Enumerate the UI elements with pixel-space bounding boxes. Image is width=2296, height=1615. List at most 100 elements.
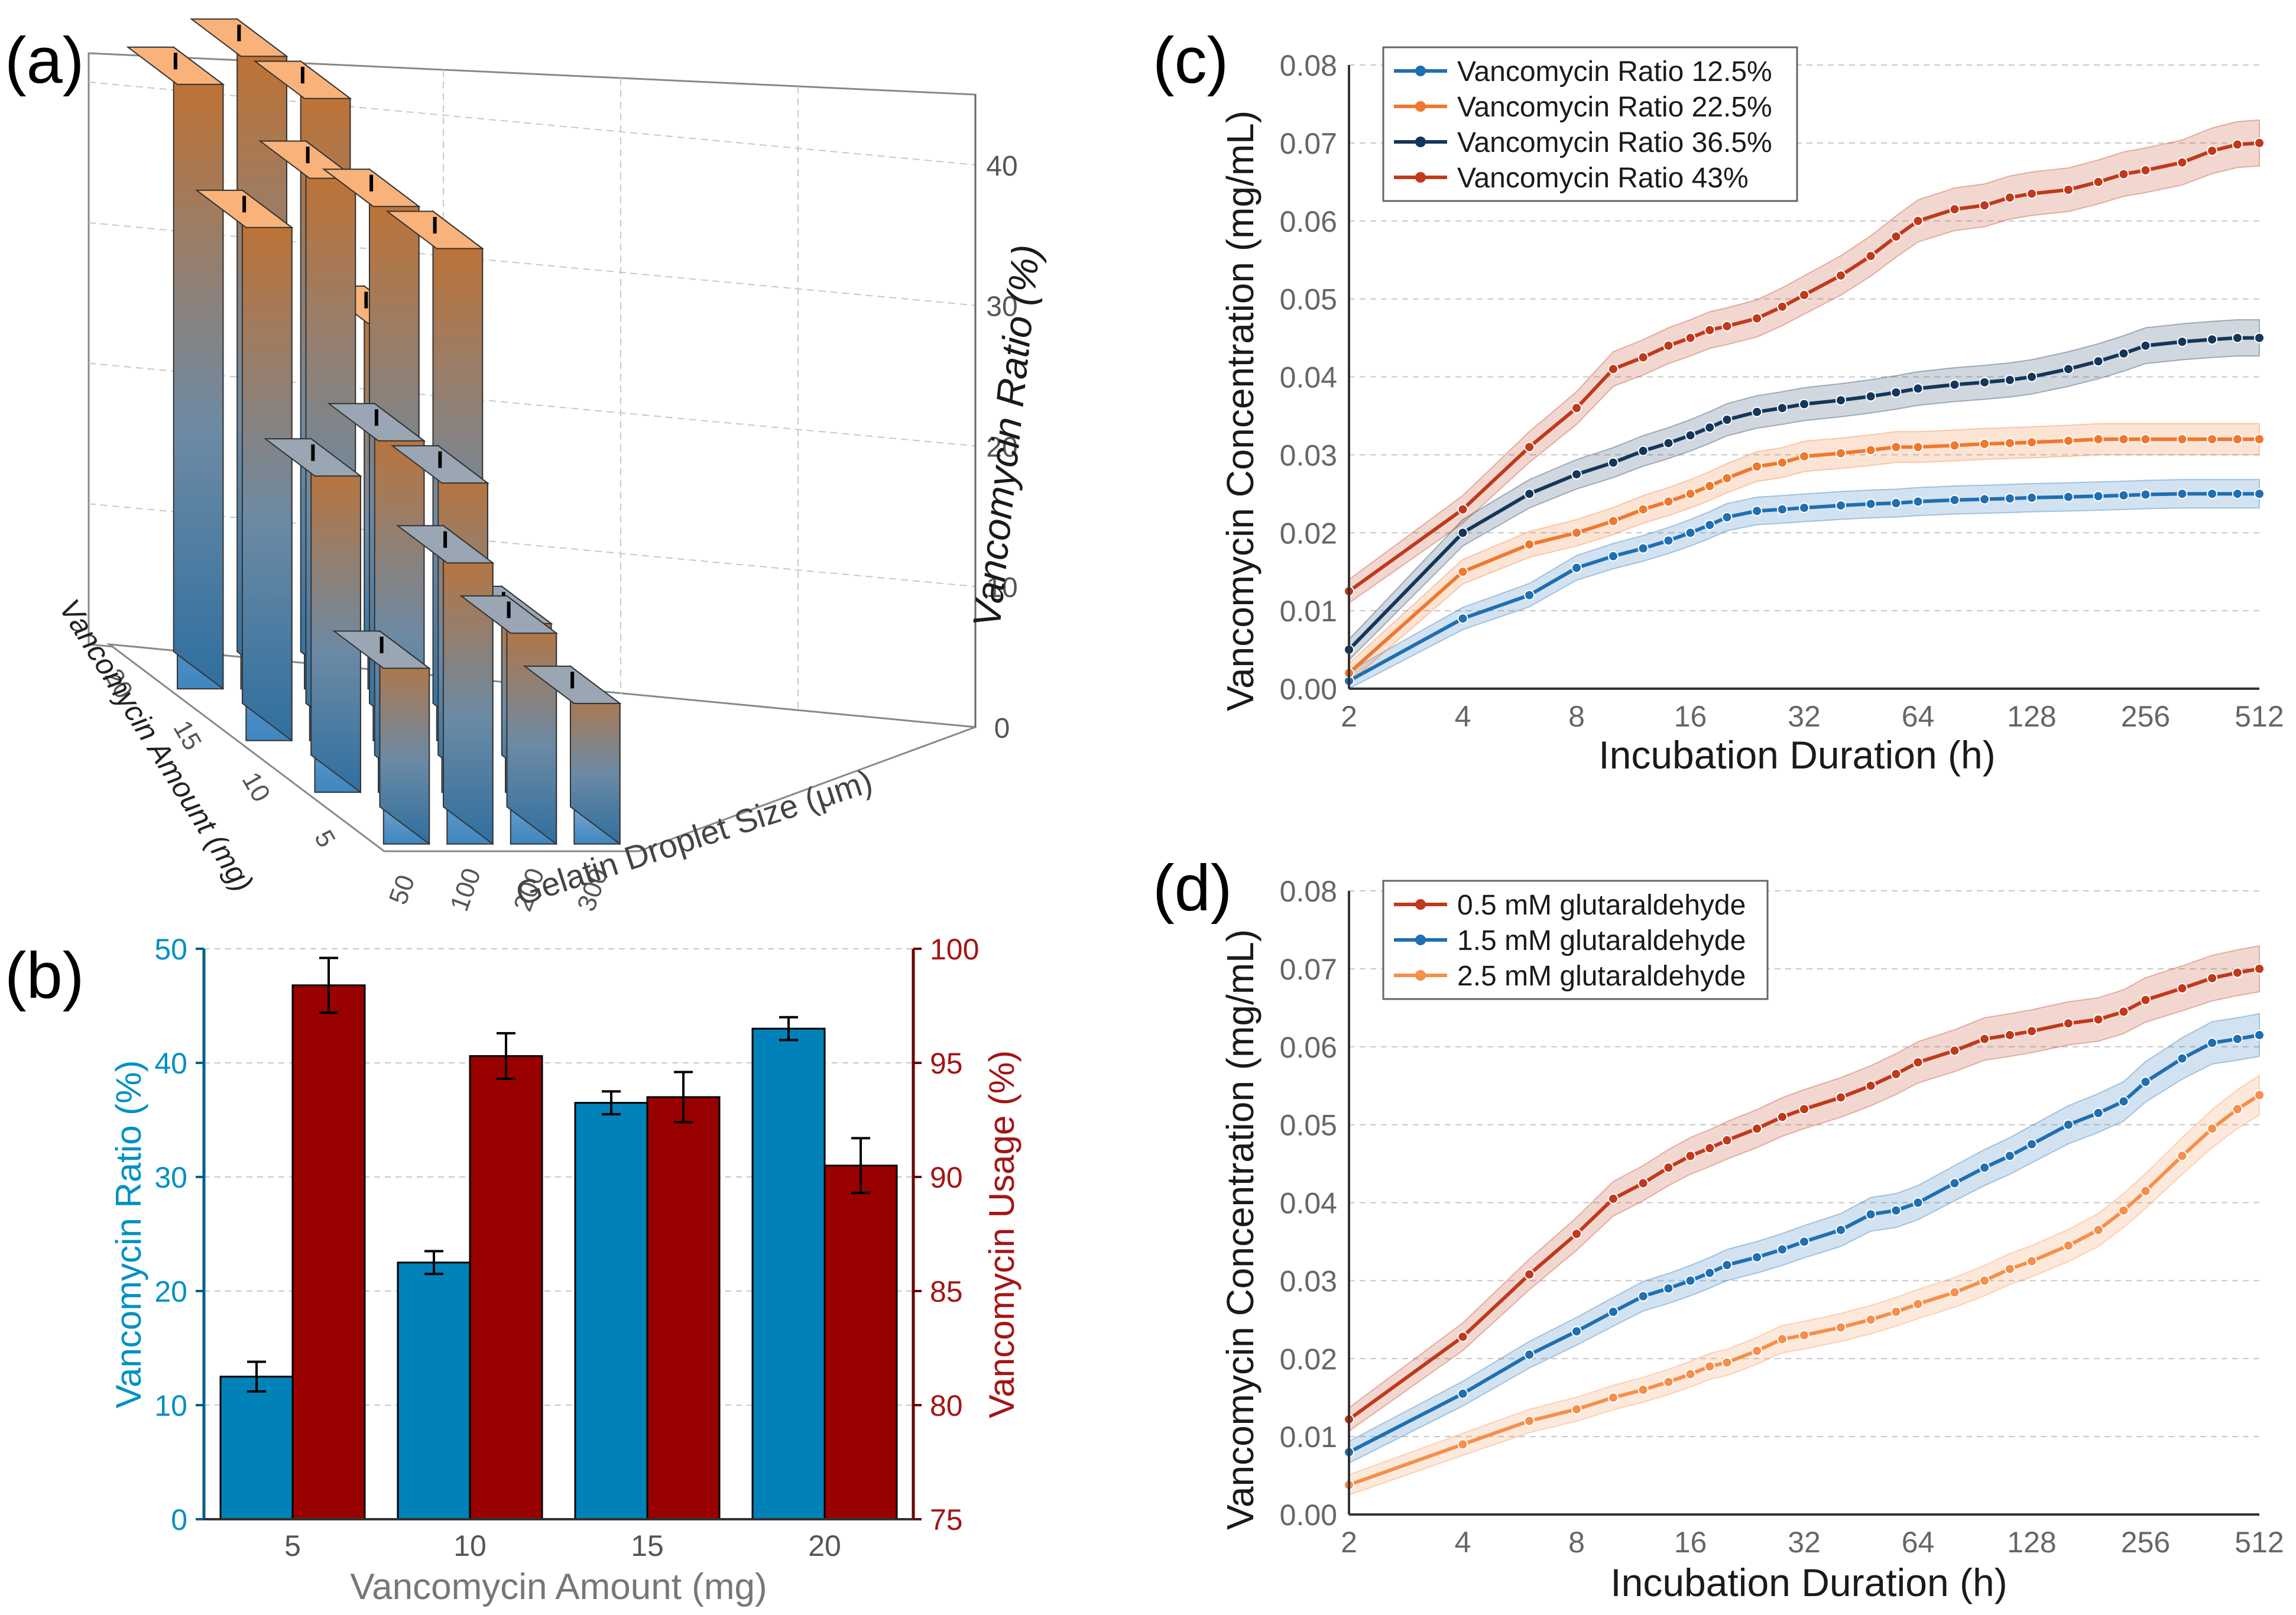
chart-b-x-tick: 10 [453, 1529, 487, 1562]
c-point [1776, 403, 1788, 414]
chart-b-error-bar [497, 1032, 515, 1081]
d-point [2254, 1089, 2265, 1101]
d-point [1949, 1287, 1960, 1298]
c-point [2207, 434, 2218, 445]
d-y-tick: 0.01 [1280, 1421, 1337, 1454]
c-point [2254, 488, 2265, 500]
d-point [1835, 1092, 1846, 1103]
c-point [1776, 504, 1788, 515]
d-point [2004, 1029, 2015, 1040]
c-point [1663, 496, 1674, 507]
d-point [1912, 1298, 1924, 1309]
d-legend-label: 0.5 mM glutaraldehyde [1457, 890, 1746, 921]
d-point [2026, 1256, 2037, 1267]
c-y-tick: 0.05 [1280, 283, 1337, 316]
d-x-tick: 4 [1455, 1526, 1471, 1559]
c-y-tick: 0.04 [1280, 361, 1337, 394]
chart-a-bar [263, 437, 362, 794]
c-point [1704, 325, 1715, 336]
c-point [1912, 383, 1924, 394]
c-point [1457, 527, 1468, 539]
c-point [1799, 451, 1809, 462]
d-x-tick: 64 [1902, 1526, 1935, 1559]
c-point [1685, 527, 1696, 539]
d-point [1607, 1193, 1619, 1204]
chart-a-bars [126, 18, 622, 845]
c-point [1835, 270, 1846, 281]
c-point [2177, 488, 2188, 500]
d-point [2207, 1037, 2218, 1049]
d-point [1637, 1290, 1649, 1302]
chart-a-gridline [88, 503, 976, 588]
c-point [2118, 348, 2129, 359]
c-point [1685, 488, 1696, 500]
c-legend-item: Vancomycin Ratio 12.5% [1394, 56, 1772, 87]
d-point [2177, 1053, 2188, 1064]
c-point [1979, 438, 1990, 449]
d-point [1524, 1415, 1535, 1426]
c-point [2062, 184, 2074, 195]
d-legend-box [1382, 880, 1769, 1000]
c-point [1637, 543, 1649, 554]
c-point [2026, 437, 2037, 448]
chart-a-gridline [88, 362, 976, 447]
d-point [2207, 1123, 2218, 1134]
d-point [2118, 1006, 2129, 1017]
d-y-tick: 0.03 [1280, 1264, 1337, 1298]
c-point [2177, 434, 2188, 445]
chart-d-series-lines [1344, 963, 2265, 1490]
d-series [1344, 1089, 2265, 1490]
chart-a-bar [126, 46, 225, 690]
c-point [1979, 494, 1990, 505]
chart-b-bars [219, 984, 898, 1520]
d-point [1752, 1345, 1763, 1357]
c-x-tick: 64 [1902, 700, 1935, 733]
chart-b-y-label-left: Vancomycin Ratio (%) [109, 1060, 148, 1408]
c-point [1799, 398, 1809, 410]
d-legend-item: 1.5 mM glutaraldehyde [1394, 925, 1746, 956]
d-point [1571, 1403, 1582, 1415]
d-point [1607, 1392, 1619, 1403]
c-point [1524, 589, 1535, 601]
c-point [2093, 356, 2104, 367]
c-series [1344, 434, 2265, 679]
chart-b-left-tick: 10 [154, 1389, 187, 1422]
c-point [1607, 457, 1619, 468]
c-point [1571, 403, 1582, 414]
chart-b: 0 10 20 30 40 50 75 80 85 90 95 100 5 10 15 20 Vancom… [109, 933, 1021, 1607]
d-series [1344, 963, 2265, 1425]
d-point [2254, 1029, 2265, 1040]
chart-b-right-tick: 75 [930, 1503, 963, 1536]
panel-label-c: (c) [1153, 24, 1228, 97]
chart-b-bar-usage [646, 1096, 721, 1520]
d-point [2232, 967, 2243, 978]
d-y-tick: 0.08 [1280, 875, 1337, 908]
chart-b-left-ticks: 0 10 20 30 40 50 [154, 933, 204, 1536]
d-point [1685, 1275, 1696, 1286]
c-point [1721, 414, 1733, 426]
c-point [1685, 332, 1696, 343]
chart-c-series-lines [1344, 137, 2265, 686]
chart-d-y-ticks: 0.00 0.01 0.02 0.03 0.04 0.05 0.06 0.07 0.08 [1280, 875, 1337, 1532]
chart-b-x-tick: 20 [808, 1529, 841, 1562]
d-point [1685, 1368, 1696, 1380]
d-x-tick: 32 [1788, 1526, 1821, 1559]
c-point [1865, 445, 1876, 456]
chart-b-x-ticks: 5 10 15 20 [284, 1529, 841, 1562]
c-legend-label: Vancomycin Ratio 36.5% [1457, 127, 1772, 158]
c-point [2093, 176, 2104, 187]
chart-b-bar-ratio [219, 1376, 294, 1520]
c-legend-box [1382, 46, 1798, 202]
c-point [1637, 504, 1649, 515]
d-point [1607, 1306, 1619, 1318]
d-x-tick: 2 [1341, 1526, 1357, 1559]
c-point [2140, 434, 2151, 445]
d-legend-label: 1.5 mM glutaraldehyde [1457, 925, 1746, 956]
d-y-tick: 0.04 [1280, 1187, 1337, 1220]
c-y-tick: 0.07 [1280, 127, 1337, 160]
d-point [2118, 1205, 2129, 1216]
c-point [2093, 491, 2104, 502]
d-point [2093, 1014, 2104, 1025]
c-point [2118, 489, 2129, 501]
chart-c-y-ticks: 0.00 0.01 0.02 0.03 0.04 0.05 0.06 0.07 0.08 [1280, 49, 1337, 706]
